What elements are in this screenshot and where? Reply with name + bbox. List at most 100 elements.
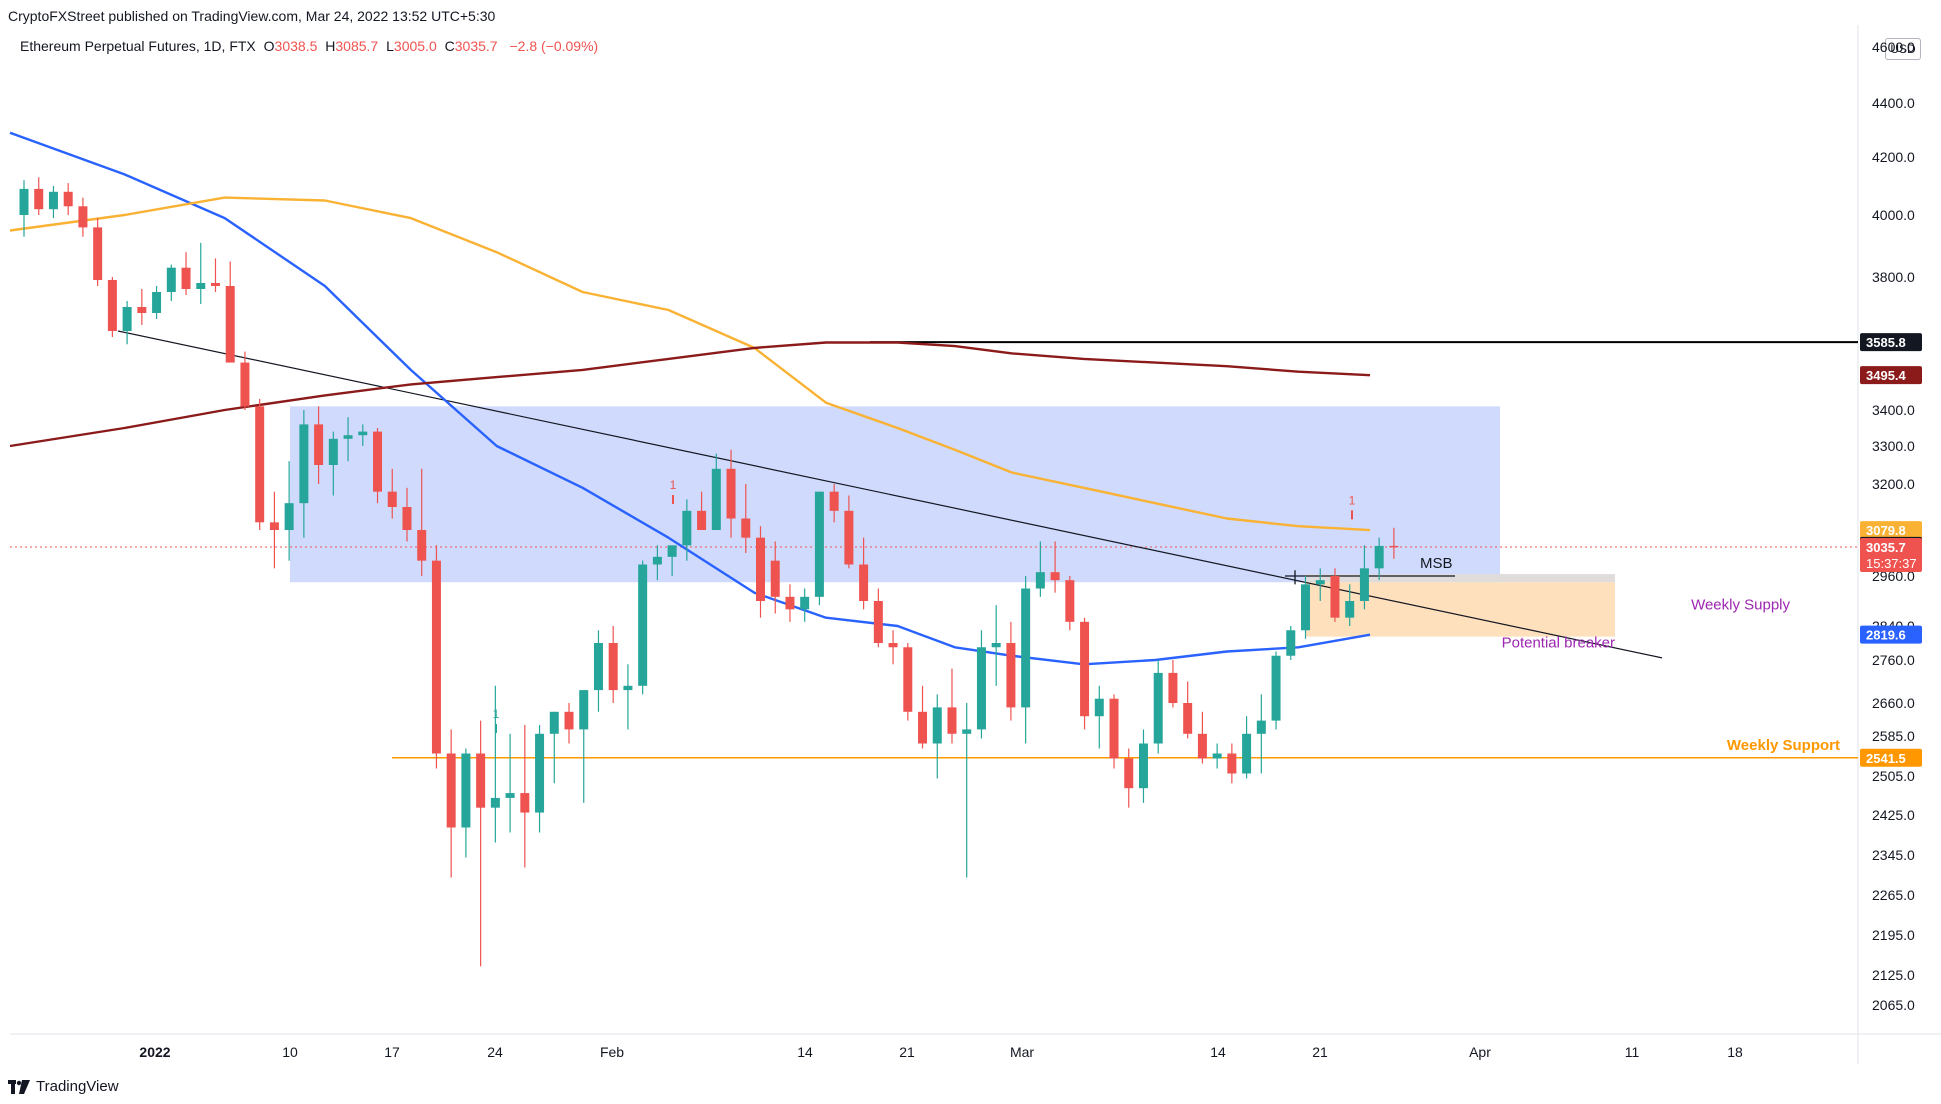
candle-body xyxy=(78,206,88,228)
y-tick-label: 2585.0 xyxy=(1872,728,1915,744)
candle-body xyxy=(255,406,265,523)
y-tick-label: 2425.0 xyxy=(1872,807,1915,823)
x-tick-label: 10 xyxy=(282,1044,298,1060)
td-count-mark xyxy=(495,724,497,733)
candle-body xyxy=(976,647,986,730)
open-value: 3038.5 xyxy=(274,38,318,54)
x-tick-label: 14 xyxy=(1210,1044,1226,1060)
close-value: 3035.7 xyxy=(454,38,498,54)
high-value: 3085.7 xyxy=(335,38,379,54)
candle-body xyxy=(991,643,1001,648)
price-tag-label: 3079.8 xyxy=(1866,523,1906,538)
y-tick-label: 4000.0 xyxy=(1872,207,1915,223)
price-tag-countdown: 15:37:37 xyxy=(1866,556,1917,571)
candle-body xyxy=(314,424,324,465)
weekly-supply-label: Weekly Supply xyxy=(1691,596,1790,613)
price-tag-label: 2541.5 xyxy=(1866,751,1906,766)
low-label: L xyxy=(386,38,394,54)
price-axis: 2065.0 2125.0 2195.0 2265.0 2345.0 2425.0 2505… xyxy=(1860,39,1922,1013)
candle-body xyxy=(579,690,589,730)
candle-body xyxy=(1065,580,1075,622)
chart-zones xyxy=(290,406,1615,637)
y-tick-label: 3400.0 xyxy=(1872,402,1915,418)
price-tag xyxy=(1860,748,1922,767)
published-info: CryptoFXStreet published on TradingView.… xyxy=(8,8,496,24)
candle-body xyxy=(358,431,368,436)
candle-body xyxy=(608,643,618,691)
candles xyxy=(19,177,1399,967)
chart-grid xyxy=(10,25,1941,1064)
candle-body xyxy=(652,556,662,565)
x-tick-label: 18 xyxy=(1727,1044,1743,1060)
annotations: MSB Weekly Supply Potential breaker Weekly … xyxy=(493,478,1840,754)
candle-body xyxy=(1035,572,1045,589)
candle-body xyxy=(1124,758,1134,789)
price-tag xyxy=(1860,333,1922,352)
candle-body xyxy=(476,753,486,808)
candle-body xyxy=(873,601,883,643)
candle-body xyxy=(196,283,206,289)
candle-body xyxy=(1138,743,1148,789)
candle-body xyxy=(1242,733,1252,774)
y-tick-label: 2265.0 xyxy=(1872,887,1915,903)
open-label: O xyxy=(263,38,275,54)
candle-body xyxy=(947,707,957,734)
x-tick-label: 14 xyxy=(797,1044,813,1060)
candle-body xyxy=(1345,601,1355,618)
candle-body xyxy=(1168,672,1178,703)
td-count-mark xyxy=(672,495,674,504)
moving-average-3 xyxy=(9,341,1371,448)
candle-body xyxy=(34,188,44,210)
x-tick-label: 17 xyxy=(384,1044,400,1060)
x-tick-label: Mar xyxy=(1010,1044,1034,1060)
td-count-mark xyxy=(1351,510,1353,520)
candle-body xyxy=(240,362,250,407)
candle-body xyxy=(19,188,29,215)
candle-body xyxy=(461,753,471,828)
candle-body xyxy=(785,596,795,610)
candle-body xyxy=(814,491,824,597)
candle-body xyxy=(1183,703,1193,734)
close-label: C xyxy=(444,38,455,54)
y-tick-label: 2345.0 xyxy=(1872,847,1915,863)
x-tick-label: 21 xyxy=(899,1044,915,1060)
candle-body xyxy=(741,518,751,538)
change-value: −2.8 (−0.09%) xyxy=(509,38,599,54)
tradingview-logo[interactable]: TradingView xyxy=(8,1078,119,1095)
tradingview-brand: TradingView xyxy=(36,1078,119,1095)
high-label: H xyxy=(325,38,336,54)
x-tick-label: 2022 xyxy=(139,1044,170,1060)
price-tag xyxy=(1860,537,1922,572)
x-tick-label: 21 xyxy=(1312,1044,1328,1060)
candle-body xyxy=(328,438,338,465)
candle-body xyxy=(800,596,810,610)
potential-breaker-zone xyxy=(1305,582,1615,637)
y-tick-label: 4200.0 xyxy=(1872,149,1915,165)
x-tick-label: 24 xyxy=(487,1044,503,1060)
candle-body xyxy=(152,292,162,313)
y-tick-label: 2760.0 xyxy=(1872,652,1915,668)
candle-body xyxy=(903,647,913,712)
moving-average-2 xyxy=(9,196,1371,532)
candle-body xyxy=(1197,733,1207,759)
candle-body xyxy=(225,286,235,363)
candle-body xyxy=(888,643,898,648)
price-tag-label: 2819.6 xyxy=(1866,628,1906,643)
candle-body xyxy=(1050,572,1060,581)
candle-body xyxy=(269,522,279,530)
price-tag xyxy=(1860,366,1922,385)
candle-body xyxy=(505,793,515,798)
currency-button[interactable]: USD xyxy=(1885,38,1921,60)
candle-body xyxy=(1301,584,1311,631)
price-tag-label: 3495.4 xyxy=(1866,368,1907,383)
candle-body xyxy=(166,267,176,292)
candle-body xyxy=(1330,576,1340,618)
y-tick-label: 2960.0 xyxy=(1872,568,1915,584)
td-count-label: 1 xyxy=(493,707,500,721)
candle-body xyxy=(667,545,677,557)
candle-body xyxy=(697,510,707,530)
td-count-label: 1 xyxy=(1349,493,1356,507)
candle-body xyxy=(1286,630,1296,656)
tradingview-icon xyxy=(8,1079,30,1094)
